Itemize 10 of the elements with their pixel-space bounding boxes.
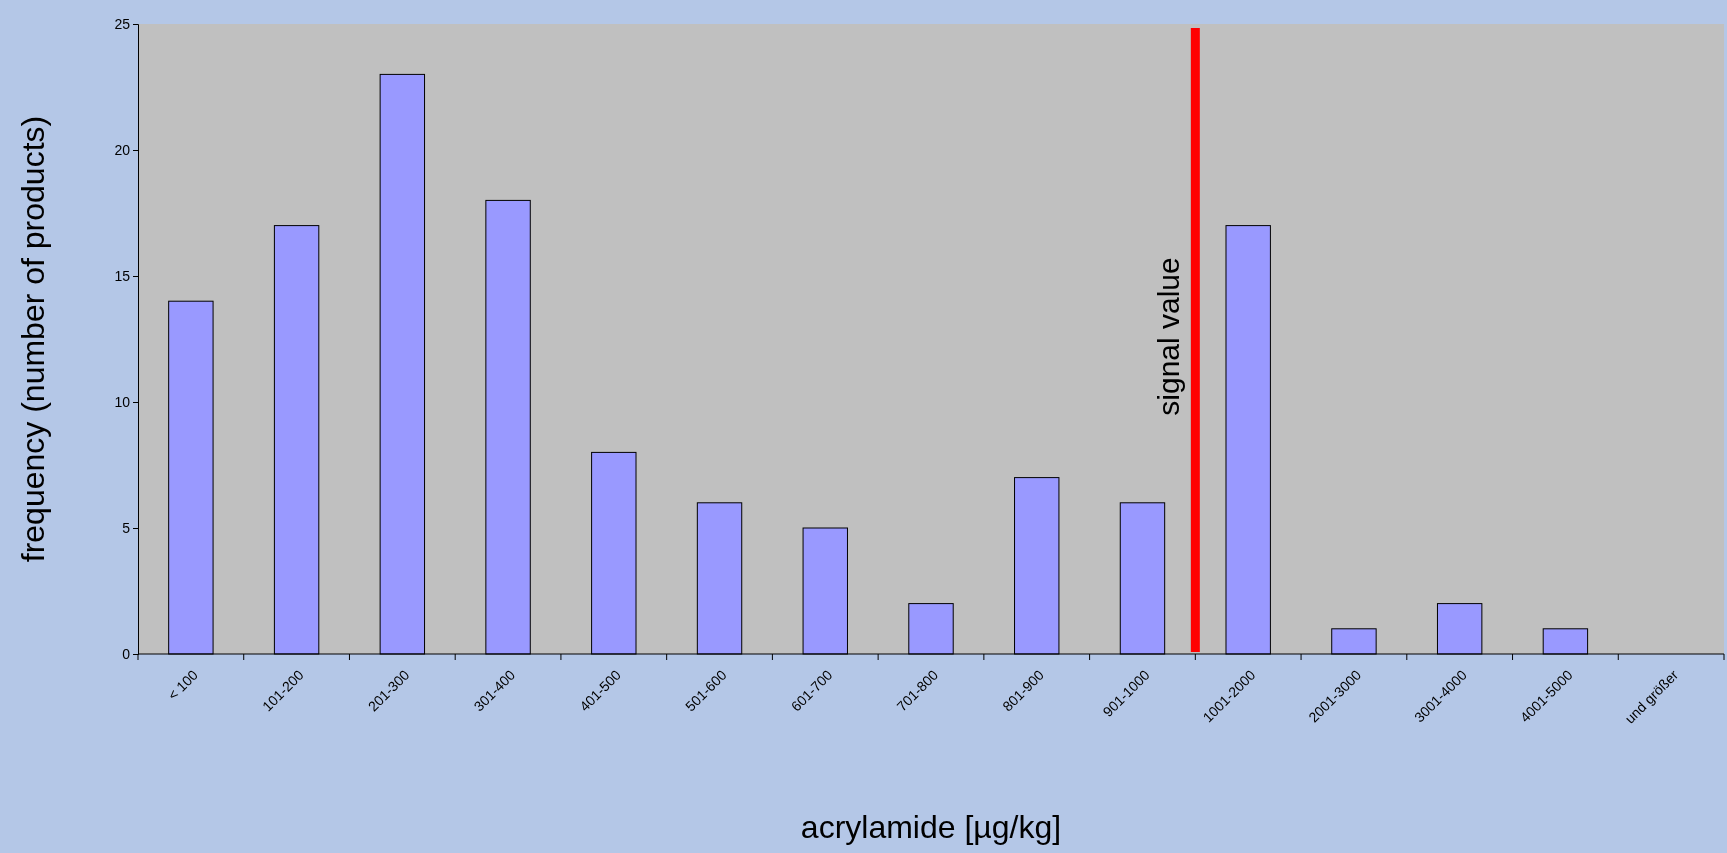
y-tick-label: 0 (122, 645, 131, 662)
y-tick-label: 20 (114, 141, 131, 158)
x-axis-title: acrylamide [µg/kg] (800, 809, 1062, 845)
y-tick-label: 10 (114, 393, 131, 410)
y-tick-label: 5 (122, 519, 131, 536)
x-tick-label: < 100 (164, 666, 202, 704)
y-tick-label: 25 (114, 15, 131, 32)
y-axis-title: frequency (number of products) (15, 115, 51, 563)
y-tick-label: 15 (114, 267, 131, 284)
ref-line-label: signal value (1152, 257, 1186, 416)
